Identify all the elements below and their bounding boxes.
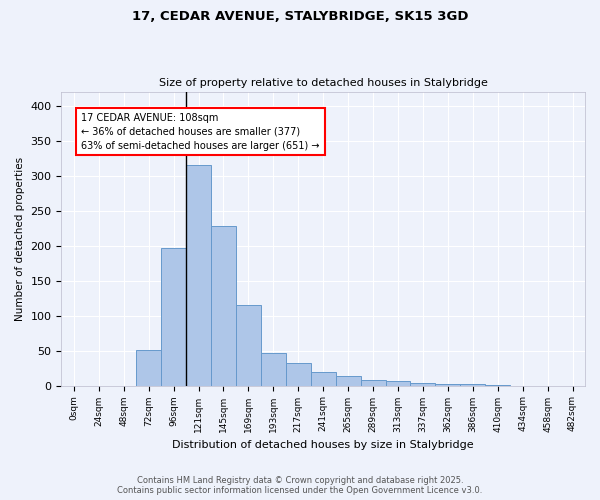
Bar [386,382,410,386]
X-axis label: Distribution of detached houses by size in Stalybridge: Distribution of detached houses by size … [172,440,474,450]
Bar [436,384,460,386]
Bar [286,363,311,386]
Bar [136,350,161,386]
Bar [410,383,436,386]
Bar [236,305,261,386]
Text: 17 CEDAR AVENUE: 108sqm
← 36% of detached houses are smaller (377)
63% of semi-d: 17 CEDAR AVENUE: 108sqm ← 36% of detache… [82,112,320,150]
Bar [261,352,286,386]
Bar [211,226,236,386]
Bar [485,385,510,386]
Text: Contains HM Land Registry data © Crown copyright and database right 2025.
Contai: Contains HM Land Registry data © Crown c… [118,476,482,495]
Bar [161,248,186,386]
Y-axis label: Number of detached properties: Number of detached properties [15,156,25,320]
Bar [186,165,211,386]
Bar [311,372,335,386]
Text: 17, CEDAR AVENUE, STALYBRIDGE, SK15 3GD: 17, CEDAR AVENUE, STALYBRIDGE, SK15 3GD [132,10,468,23]
Bar [460,384,485,386]
Bar [335,376,361,386]
Bar [361,380,386,386]
Title: Size of property relative to detached houses in Stalybridge: Size of property relative to detached ho… [159,78,488,88]
